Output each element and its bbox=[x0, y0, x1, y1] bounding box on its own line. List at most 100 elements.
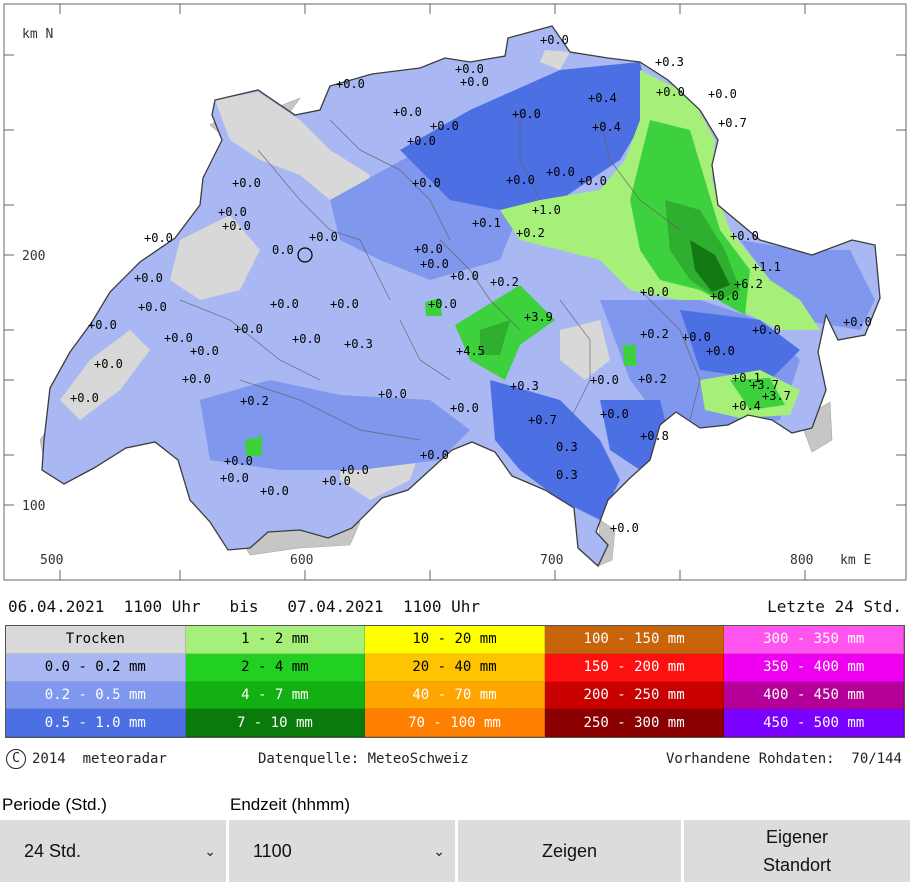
station-value: +0.0 bbox=[70, 391, 99, 405]
station-value: +0.0 bbox=[430, 119, 459, 133]
station-value: +0.0 bbox=[340, 463, 369, 477]
station-value: +0.0 bbox=[708, 87, 737, 101]
station-value: +0.0 bbox=[600, 407, 629, 421]
station-value: +0.4 bbox=[588, 91, 617, 105]
area-02-05 bbox=[740, 240, 875, 330]
station-value: +0.0 bbox=[656, 85, 685, 99]
axis-y-tick-200: 200 bbox=[22, 249, 45, 264]
station-value: +0.3 bbox=[655, 55, 684, 69]
period-summary: Letzte 24 Std. bbox=[767, 597, 902, 616]
legend-item: 1 - 2 mm bbox=[185, 626, 366, 654]
copyright-icon: C bbox=[6, 749, 26, 769]
chevron-down-icon: ⌄ bbox=[433, 842, 445, 859]
axis-ticks bbox=[4, 4, 906, 580]
legend-item: 0.2 - 0.5 mm bbox=[6, 681, 186, 710]
own-location-line2: Standort bbox=[762, 855, 832, 875]
station-value: +0.3 bbox=[510, 379, 539, 393]
station-value: +3.9 bbox=[524, 310, 553, 324]
end-time-select-value: 1100 bbox=[253, 840, 292, 861]
own-location-line1: Eigener bbox=[765, 827, 829, 847]
area-dry bbox=[170, 215, 260, 300]
legend-item: 0.0 - 0.2 mm bbox=[6, 653, 186, 682]
legend-item: 350 - 400 mm bbox=[724, 653, 904, 682]
station-value: +0.0 bbox=[752, 323, 781, 337]
station-value: +0.0 bbox=[330, 297, 359, 311]
station-value: +0.0 bbox=[506, 173, 535, 187]
station-value: +1.1 bbox=[752, 260, 781, 274]
station-value: +0.0 bbox=[414, 242, 443, 256]
own-location-button[interactable]: Eigener Standort bbox=[684, 820, 910, 882]
legend-item: Trocken bbox=[6, 626, 186, 654]
station-value: 0.0 bbox=[272, 243, 294, 257]
station-value: +0.0 bbox=[378, 387, 407, 401]
end-time-select[interactable]: 1100 ⌄ bbox=[229, 820, 455, 882]
legend-item: 300 - 350 mm bbox=[724, 626, 904, 654]
period-line: 06.04.2021 1100 Uhr bis 07.04.2021 1100 … bbox=[0, 595, 910, 619]
precipitation-map: km N 200 100 500 600 700 800 km E +0.0+0… bbox=[3, 3, 907, 581]
show-button[interactable]: Zeigen bbox=[458, 820, 681, 882]
station-value: +0.7 bbox=[718, 116, 747, 130]
station-value: +0.4 bbox=[592, 120, 621, 134]
station-value: +3.7 bbox=[750, 378, 779, 392]
legend-item: 2 - 4 mm bbox=[185, 653, 366, 682]
station-value: +0.0 bbox=[134, 271, 163, 285]
precipitation-legend: Trocken 1 - 2 mm 10 - 20 mm 100 - 150 mm 300… bbox=[5, 625, 905, 738]
legend-item: 150 - 200 mm bbox=[544, 653, 725, 682]
station-value: +0.0 bbox=[450, 401, 479, 415]
chevron-down-icon: ⌄ bbox=[204, 842, 216, 859]
station-value: +0.0 bbox=[88, 318, 117, 332]
credits-line: C 2014 meteoradar Datenquelle: MeteoSchwe… bbox=[0, 745, 910, 771]
station-value: +0.0 bbox=[540, 33, 569, 47]
period-select[interactable]: 24 Std. ⌄ bbox=[0, 820, 226, 882]
station-value: +0.0 bbox=[412, 176, 441, 190]
legend-item: 100 - 150 mm bbox=[544, 626, 725, 654]
area-4-7 bbox=[480, 320, 510, 355]
area-2-4 bbox=[623, 345, 636, 366]
station-value: +0.0 bbox=[336, 77, 365, 91]
area-05-10 bbox=[680, 310, 800, 380]
station-value: +0.0 bbox=[94, 357, 123, 371]
station-value: +0.0 bbox=[190, 344, 219, 358]
period-range: 06.04.2021 1100 Uhr bis 07.04.2021 1100 … bbox=[8, 597, 481, 616]
area-05-10 bbox=[490, 380, 620, 520]
data-source: Datenquelle: MeteoSchweiz bbox=[258, 751, 469, 767]
axis-x-tick-800: 800 bbox=[790, 553, 813, 568]
station-value: +0.1 bbox=[732, 371, 761, 385]
axis-y-tick-100: 100 bbox=[22, 499, 45, 514]
station-value: +6.2 bbox=[734, 277, 763, 291]
station-value: +0.0 bbox=[232, 176, 261, 190]
station-value: +0.0 bbox=[222, 219, 251, 233]
axis-x-tick-700: 700 bbox=[540, 553, 563, 568]
legend-item: 250 - 300 mm bbox=[544, 709, 725, 737]
station-value: +0.0 bbox=[407, 134, 436, 148]
station-value: +0.0 bbox=[730, 229, 759, 243]
precipitation-areas bbox=[60, 50, 875, 520]
station-value: +0.0 bbox=[578, 174, 607, 188]
station-value: +0.0 bbox=[590, 373, 619, 387]
station-value: +0.0 bbox=[843, 315, 872, 329]
station-value: +0.0 bbox=[164, 331, 193, 345]
area-2-4 bbox=[245, 436, 262, 456]
station-value: +4.5 bbox=[456, 344, 485, 358]
station-value: +0.2 bbox=[240, 394, 269, 408]
station-value: +0.0 bbox=[138, 300, 167, 314]
station-value: +0.0 bbox=[144, 231, 173, 245]
legend-item: 4 - 7 mm bbox=[185, 681, 366, 710]
area-dry bbox=[215, 92, 370, 210]
station-value: +0.0 bbox=[220, 471, 249, 485]
station-value: +0.0 bbox=[546, 165, 575, 179]
area-2-4 bbox=[730, 378, 785, 410]
station-value: +0.0 bbox=[455, 62, 484, 76]
show-button-label: Zeigen bbox=[541, 841, 598, 861]
station-value: +0.0 bbox=[292, 332, 321, 346]
station-value: +0.0 bbox=[512, 107, 541, 121]
canton-borders bbox=[179, 110, 701, 441]
area-05-10 bbox=[400, 62, 650, 210]
raw-data-count: Vorhandene Rohdaten: 70/144 bbox=[665, 751, 902, 767]
station-value: +0.0 bbox=[182, 372, 211, 386]
station-value: +0.0 bbox=[420, 448, 449, 462]
area-dry bbox=[60, 330, 150, 420]
station-value: +0.8 bbox=[640, 429, 669, 443]
station-value: +0.0 bbox=[234, 322, 263, 336]
station-value: +0.2 bbox=[640, 327, 669, 341]
